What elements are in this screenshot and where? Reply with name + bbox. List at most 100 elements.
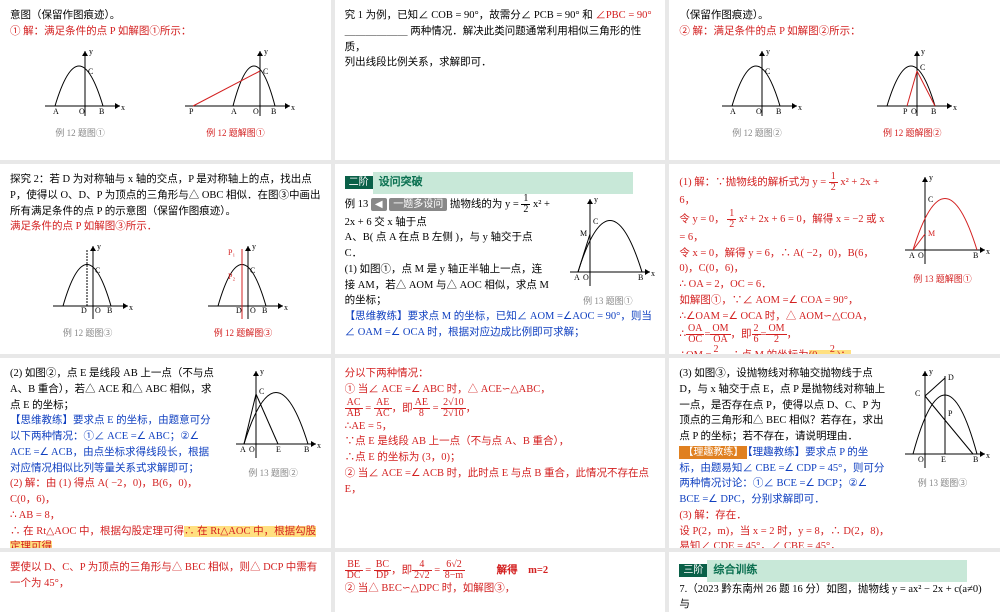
r3c3-fig: xy OB CD EP 例 13 题图③ [895,366,990,490]
parabola-fig-2: xy OAB C [712,46,802,126]
r3c2-l3: ∴AE = 5， [345,419,656,435]
r1c1-cap1: 例 12 题图① [35,126,125,140]
r2c2-hdr: 二阶设问突破 [345,172,656,194]
r2c3-r8: ∴OM =23，∴点 M 的坐标为(0，23)； [679,345,990,354]
cell-r1c2: 究 1 为例，已知∠ COB = 90°，故需分∠ PCB = 90° 和 ∠P… [335,0,666,160]
r2c3-fig: xy OAB CM 例 13 题解图① [895,172,990,286]
svg-text:O: O [756,107,762,116]
r3c2-l2: ① 当∠ ACE =∠ ABC 时，△ ACE∽△ABC， [345,382,656,398]
r3c3-red1: (3) 解：存在． [679,508,990,524]
svg-text:y: y [260,367,264,376]
svg-text:C: C [88,67,93,76]
svg-text:y: y [594,195,598,204]
svg-text:C: C [915,389,920,398]
svg-text:O: O [918,455,924,464]
svg-text:B: B [271,107,276,116]
r1c3-cap2: 例 12 题解图② [867,126,957,140]
r3c2-frac: ACAB = AEAC，即AE8 = 2√102√10， [345,398,656,419]
svg-text:P: P [948,409,953,418]
svg-text:M: M [580,229,587,238]
svg-text:x: x [291,103,295,112]
cell-r3c2: 分以下两种情况： ① 当∠ ACE =∠ ABC 时，△ ACE∽△ABC， A… [335,358,666,548]
svg-text:y: y [252,242,256,251]
r4c2-frac: BEDC = BCDP，即42√2 = 6√28−m 解得 m=2 [345,560,656,581]
r1c3-figs: xy OAB C 例 12 题图② xy OPB C 例 12 题解图② [679,46,990,140]
r3c1-red3: ∴ 在 Rt△AOC 中，根据勾股定理可得∴ 在 Rt△AOC 中，根据勾股定理… [10,524,321,549]
cell-r3c3: xy OB CD EP 例 13 题图③ (3) 如图③，设抛物线对称轴交抛物线… [669,358,1000,548]
r2c2-fig: xy OAB CM 例 13 题图① [560,194,655,308]
parabola-fig-1b: xy OAB PC [175,46,295,126]
svg-text:B: B [973,455,978,464]
cell-r2c1: 探究 2：若 D 为对称轴与 x 轴的交点，P 是对称轴上的点，找出点 P，使得… [0,164,331,354]
svg-text:x: x [953,103,957,112]
r4c3-hdr: 三阶综合训练 [679,560,990,582]
svg-text:C: C [250,266,255,275]
svg-text:A: A [574,273,580,282]
parabola-fig-3: xy OB CD [43,241,133,326]
r3c1-fig: xy OAB CE 例 13 题图② [226,366,321,480]
svg-text:P₂: P₂ [228,272,235,281]
r1c1-figs: xy OAB C 例 12 题图① xy OAB PC 例 12 题解图① [10,46,321,140]
svg-text:x: x [986,247,990,256]
svg-text:O: O [95,306,101,315]
cell-r4c2: BEDC = BCDP，即42√2 = 6√28−m 解得 m=2 ② 当△ B… [335,552,666,612]
r3c3-red3: 易知∠ CDE = 45°，∠ CBE = 45°， [679,539,990,548]
parabola-fig-3b: xy OB CP₁ P₂D [198,241,288,326]
cell-r4c3: 三阶综合训练 7.（2023 黔东南州 26 题 16 分）如图，抛物线 y =… [669,552,1000,612]
r3c1-red2: ∴ AB = 8， [10,508,321,524]
r2c2-blue: 【思维教练】要求点 M 的坐标，已知∠ AOM =∠AOC = 90°，则当∠ … [345,309,656,341]
svg-text:x: x [986,451,990,460]
r1c1-red: ① 解：满足条件的点 P 如解图①所示： [10,24,321,40]
svg-text:B: B [262,306,267,315]
r1c2-l1: 究 1 为例，已知∠ COB = 90°，故需分∠ PCB = 90° 和 ∠P… [345,8,656,24]
svg-text:C: C [263,67,268,76]
svg-text:A: A [730,107,736,116]
svg-text:M: M [928,229,935,238]
svg-text:C: C [259,387,264,396]
svg-text:C: C [95,266,100,275]
r2c1-red: 满足条件的点 P 如解图③所示． [10,219,321,235]
cell-r1c1: 意图（保留作图痕迹）。 ① 解：满足条件的点 P 如解图①所示： xy OAB … [0,0,331,160]
svg-text:O: O [918,251,924,260]
svg-text:E: E [276,445,281,454]
svg-text:O: O [250,306,256,315]
svg-text:x: x [798,103,802,112]
svg-text:B: B [776,107,781,116]
svg-text:O: O [583,273,589,282]
svg-text:y: y [929,173,933,182]
svg-text:C: C [765,67,770,76]
svg-text:P: P [189,107,194,116]
svg-text:B: B [99,107,104,116]
r1c2-l2: ＿＿＿＿＿＿ 两种情况．解决此类问题通常利用相似三角形的性质， [345,24,656,56]
r1c3-top: （保留作图痕迹）。 [679,8,990,24]
r3c2-l1: 分以下两种情况： [345,366,656,382]
r1c1-cap2: 例 12 题解图① [175,126,295,140]
r2c1-cap2: 例 12 题解图③ [198,326,288,340]
svg-text:D: D [81,306,87,315]
r1c2-l3: 列出线段比例关系，求解即可． [345,55,656,71]
svg-text:O: O [911,107,917,116]
r2c1-figs: xy OB CD 例 12 题图③ xy OB CP₁ P₂D 例 12 题解图… [10,241,321,340]
svg-text:D: D [948,373,954,382]
cell-r1c3: （保留作图痕迹）。 ② 解：满足条件的点 P 如解图②所示： xy OAB C … [669,0,1000,160]
r3c2-l4: ∵点 E 是线段 AB 上一点（不与点 A、B 重合）， [345,434,656,450]
r4c3-l1: 7.（2023 黔东南州 26 题 16 分）如图，抛物线 y = ax² − … [679,582,990,612]
svg-text:B: B [638,273,643,282]
svg-text:B: B [304,445,309,454]
svg-text:P: P [903,107,908,116]
svg-text:A: A [909,251,915,260]
svg-text:E: E [941,455,946,464]
r2c3-r5: 如解图①，∵∠ AOM =∠ COA = 90°， [679,293,990,309]
svg-text:x: x [121,103,125,112]
parabola-fig-2b: xy OPB C [867,46,957,126]
svg-text:D: D [236,306,242,315]
r1c1-top: 意图（保留作图痕迹）。 [10,8,321,24]
svg-text:C: C [928,195,933,204]
r3c2-l6: ② 当∠ ACE =∠ ACB 时，此时点 E 与点 B 重合，此情况不存在点 … [345,466,656,498]
svg-text:x: x [129,303,133,312]
cell-r3c1: xy OAB CE 例 13 题图② (2) 如图②，点 E 是线段 AB 上一… [0,358,331,548]
r1c3-cap1: 例 12 题图② [712,126,802,140]
svg-text:B: B [931,107,936,116]
svg-text:y: y [89,47,93,56]
svg-text:O: O [253,107,259,116]
